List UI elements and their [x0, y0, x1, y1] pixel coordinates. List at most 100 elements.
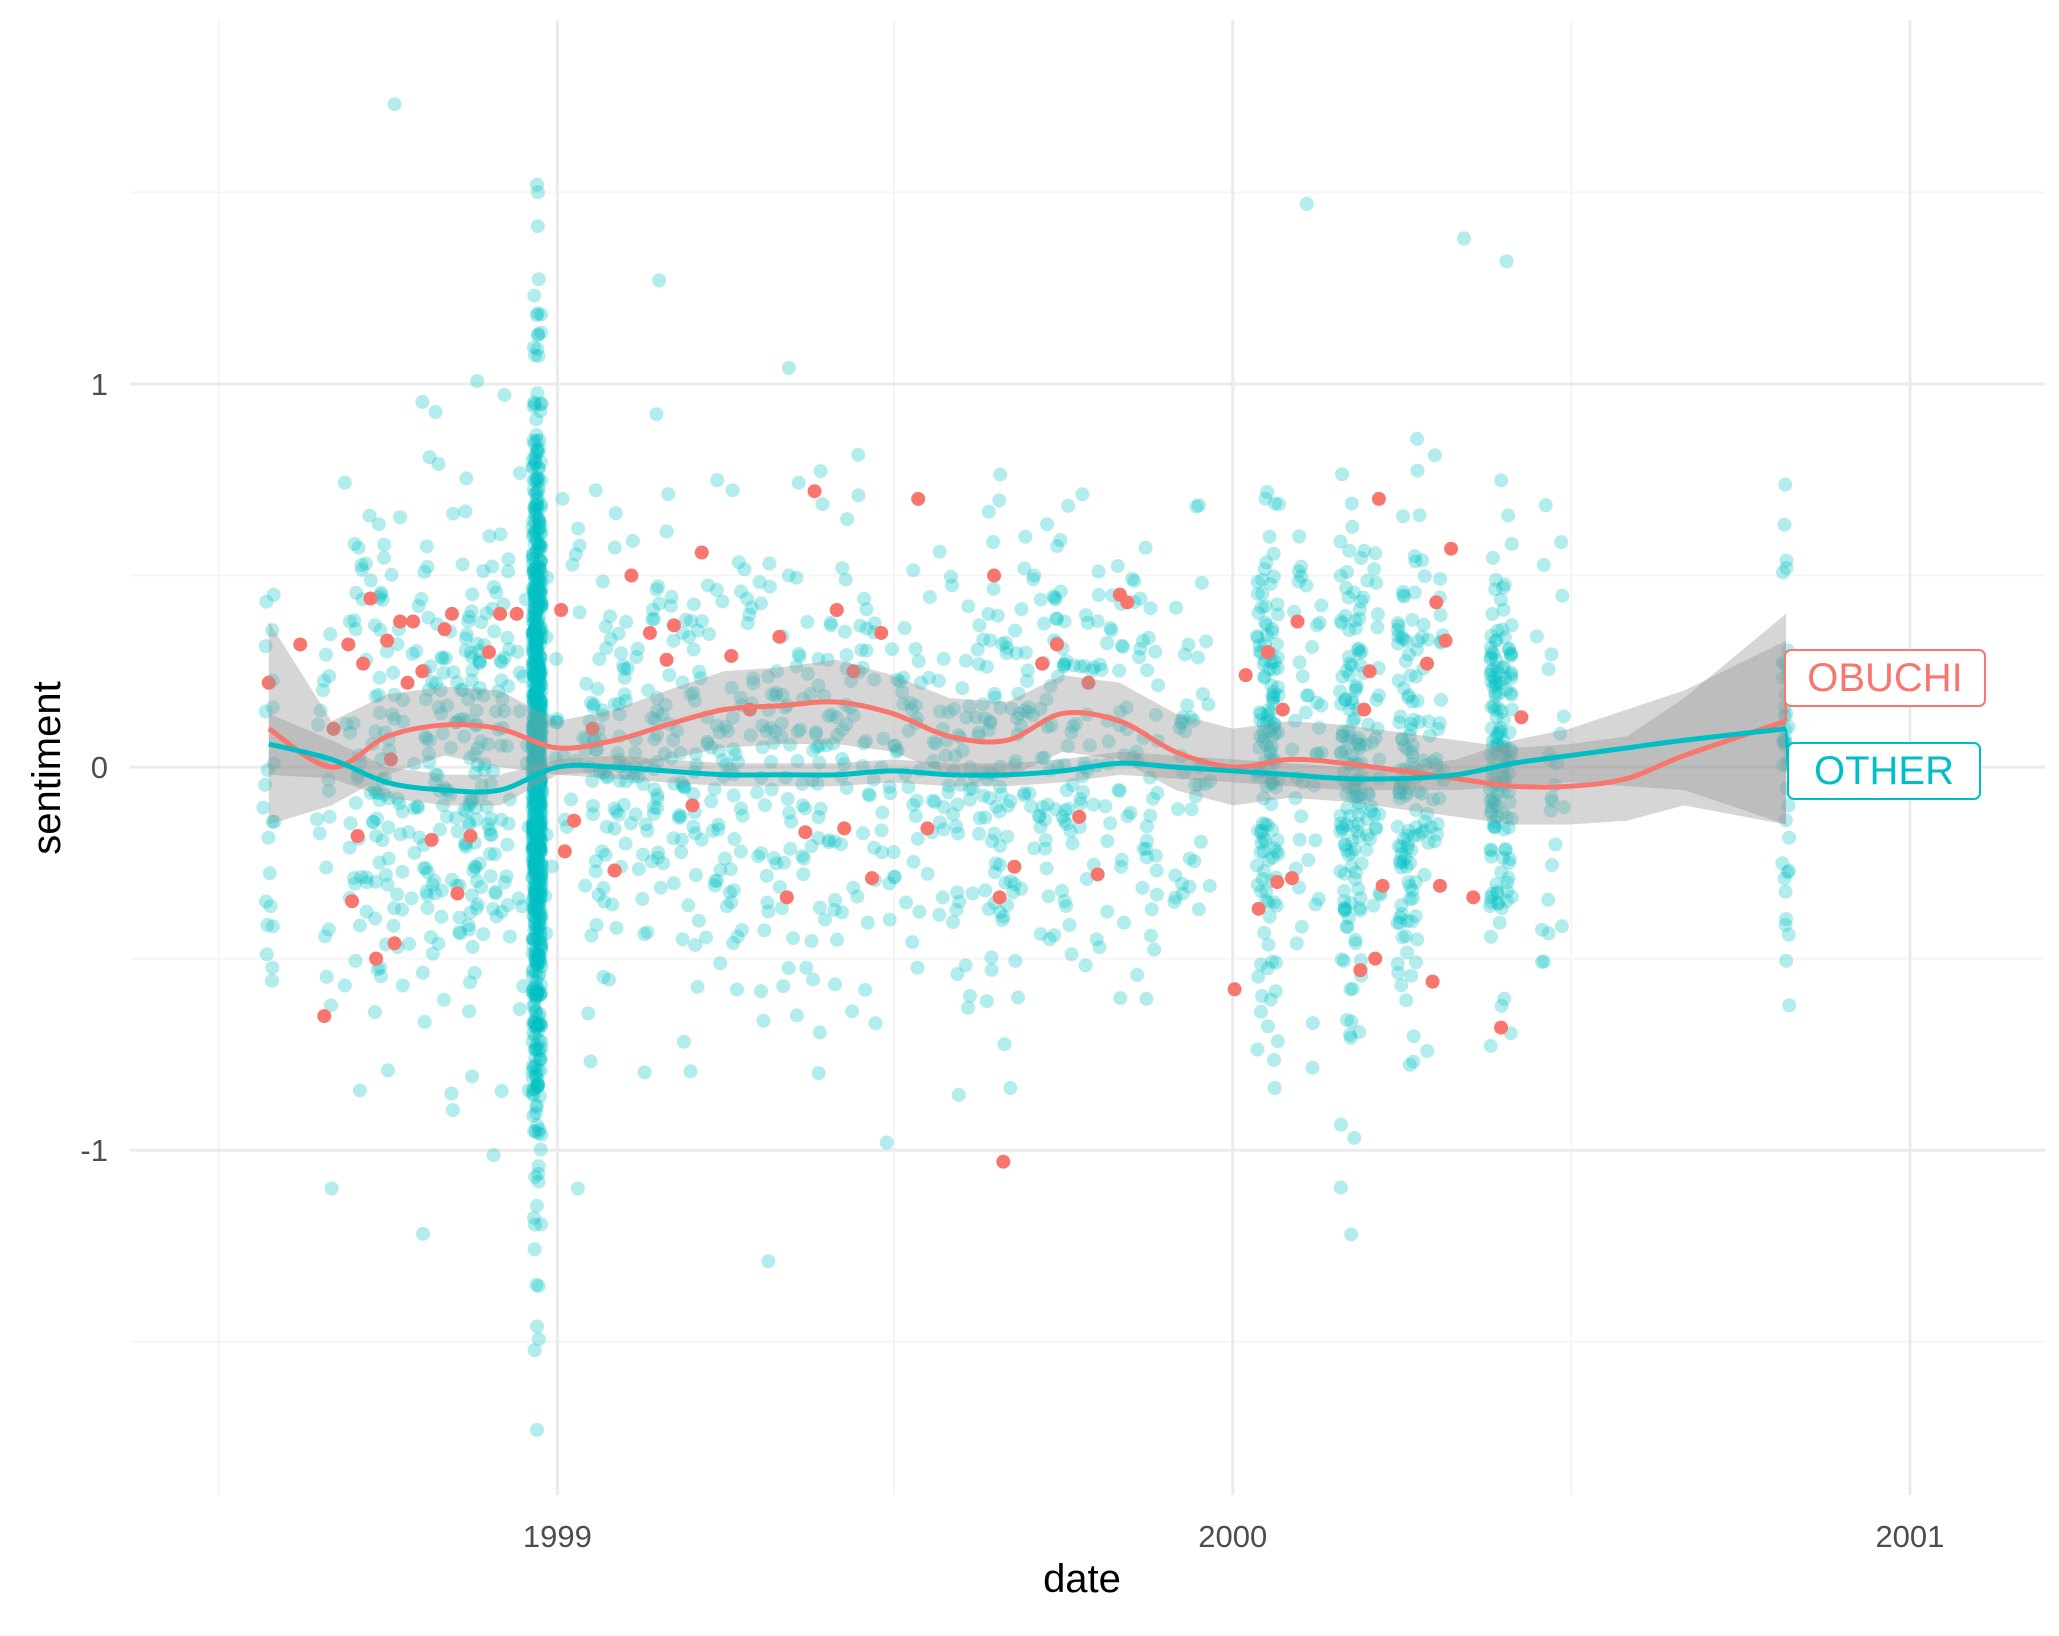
other-point [534, 773, 549, 788]
other-point [526, 669, 541, 684]
other-point [531, 1159, 546, 1174]
other-point [530, 306, 545, 321]
other-point [1392, 915, 1407, 930]
other-point [532, 677, 547, 692]
other-point [795, 777, 810, 792]
other-point [1338, 837, 1353, 852]
other-point [530, 842, 545, 857]
other-point [527, 745, 542, 760]
other-point [1203, 774, 1218, 789]
other-point [1367, 807, 1382, 822]
other-point [1405, 694, 1420, 709]
other-point [526, 483, 541, 498]
other-point [1018, 529, 1033, 544]
other-point [532, 598, 547, 613]
other-point [683, 687, 698, 702]
other-point [581, 1006, 596, 1021]
obuchi-point [369, 951, 384, 966]
other-point [534, 1018, 549, 1033]
other-point [702, 627, 717, 642]
other-point [709, 582, 724, 597]
other-point [318, 929, 333, 944]
other-point [1336, 724, 1351, 739]
other-point [474, 778, 489, 793]
other-point [465, 1069, 480, 1084]
other-point [532, 834, 547, 849]
other-point [792, 649, 807, 664]
other-point [874, 823, 889, 838]
other-point [1010, 711, 1025, 726]
other-point [1406, 712, 1421, 727]
other-point [1488, 677, 1503, 692]
other-point [532, 543, 547, 558]
other-point [259, 894, 274, 909]
other-point [1342, 543, 1357, 558]
other-point [526, 841, 541, 856]
other-point [1257, 729, 1272, 744]
obuchi-point [1260, 645, 1275, 660]
other-point [972, 618, 987, 633]
other-point [827, 834, 842, 849]
other-point [534, 702, 549, 717]
other-point [387, 901, 402, 916]
other-point [527, 654, 542, 669]
other-point [494, 1083, 509, 1098]
other-point [531, 789, 546, 804]
other-point [1369, 692, 1384, 707]
other-point [1294, 559, 1309, 574]
other-point [530, 821, 545, 836]
other-point [529, 716, 544, 731]
other-point [1353, 953, 1368, 968]
other-point [1409, 642, 1424, 657]
other-point [718, 719, 733, 734]
other-point [834, 905, 849, 920]
other-point [971, 725, 986, 740]
other-point [529, 428, 544, 443]
other-point [1402, 780, 1417, 795]
other-point [1090, 614, 1105, 629]
other-point [1267, 496, 1282, 511]
other-point [529, 1198, 544, 1213]
other-point [827, 902, 842, 917]
other-point [1400, 913, 1415, 928]
other-point [607, 821, 622, 836]
other-point [597, 894, 612, 909]
other-point [1401, 874, 1416, 889]
other-point [1352, 646, 1367, 661]
other-point [525, 946, 540, 961]
other-point [997, 1037, 1012, 1052]
other-point [337, 475, 352, 490]
other-point [363, 573, 378, 588]
other-point [1259, 779, 1274, 794]
other-point [549, 651, 564, 666]
other-point [961, 1000, 976, 1015]
other-point [565, 557, 580, 572]
other-point [708, 873, 723, 888]
other-point [892, 674, 907, 689]
other-point [526, 891, 541, 906]
other-point [1500, 884, 1515, 899]
other-point [446, 506, 461, 521]
other-point [1346, 585, 1361, 600]
other-point [526, 583, 541, 598]
other-point [525, 964, 540, 979]
other-point [1335, 669, 1350, 684]
other-point [528, 879, 543, 894]
other-point [528, 947, 543, 962]
other-point [1541, 892, 1556, 907]
other-point [373, 969, 388, 984]
other-point [572, 605, 587, 620]
other-point [986, 535, 1001, 550]
other-point [1291, 574, 1306, 589]
other-point [1359, 842, 1374, 857]
other-point [1191, 902, 1206, 917]
other-point [993, 700, 1008, 715]
other-point [465, 792, 480, 807]
other-point [526, 824, 541, 839]
other-point [531, 523, 546, 538]
other-point [1263, 745, 1278, 760]
other-point [1254, 884, 1269, 899]
other-point [1492, 915, 1507, 930]
other-point [533, 717, 548, 732]
other-point [1334, 745, 1349, 760]
